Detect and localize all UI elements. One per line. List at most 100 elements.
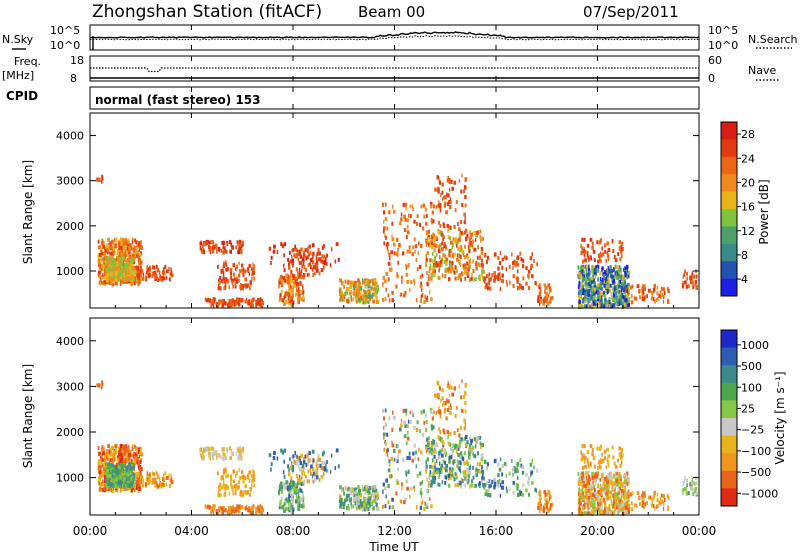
power-cell xyxy=(148,273,151,278)
velocity-cell xyxy=(292,480,295,485)
power-cell xyxy=(584,292,588,297)
power-cell xyxy=(404,290,407,295)
power-cell xyxy=(126,248,129,253)
power-cell xyxy=(98,245,100,250)
velocity-cell xyxy=(352,498,356,503)
velocity-cell xyxy=(405,479,409,484)
velocity-cell xyxy=(470,449,474,454)
power-cell xyxy=(226,279,230,284)
power-cell xyxy=(291,258,295,263)
velocity-cell xyxy=(465,477,468,482)
power-cell xyxy=(114,257,116,262)
velocity-cell xyxy=(593,488,596,493)
velocity-cell xyxy=(366,498,369,503)
velocity-cell xyxy=(118,463,121,468)
velocity-cell xyxy=(431,458,434,463)
power-cell xyxy=(549,299,552,304)
power-cell xyxy=(598,303,601,308)
power-cell xyxy=(418,241,420,246)
power-cell xyxy=(543,283,547,288)
velocity-cell xyxy=(499,493,502,498)
velocity-cell xyxy=(122,444,125,449)
power-cell xyxy=(123,270,126,275)
power-cell xyxy=(461,248,463,253)
power-cell xyxy=(468,259,471,264)
power-cell xyxy=(434,264,436,269)
velocity-cell xyxy=(307,453,309,458)
power-cell xyxy=(297,300,300,305)
power-cell xyxy=(240,286,243,291)
velocity-cell xyxy=(627,489,630,494)
velocity-cell xyxy=(97,465,100,470)
velocity-cell xyxy=(239,449,241,454)
velocity-cell xyxy=(347,503,350,508)
velocity-cell xyxy=(501,480,504,485)
power-cell xyxy=(129,257,131,262)
power-cell xyxy=(132,277,135,282)
velocity-cell xyxy=(309,471,312,476)
velocity-cell xyxy=(235,483,238,488)
velocity-cell xyxy=(376,494,380,499)
power-cell xyxy=(302,273,306,278)
velocity-cell xyxy=(591,471,594,476)
power-cell xyxy=(165,275,168,280)
power-cell xyxy=(291,294,294,299)
power-cell xyxy=(111,262,114,267)
power-cell xyxy=(253,264,256,269)
power-cell xyxy=(425,263,428,268)
power-cell xyxy=(119,262,122,267)
power-cell xyxy=(460,230,463,235)
velocity-cell xyxy=(101,481,105,486)
velocity-cell xyxy=(316,458,319,463)
power-cell xyxy=(255,299,257,304)
velocity-cell xyxy=(110,447,112,452)
power-cell xyxy=(445,245,448,250)
power-cell xyxy=(292,280,295,285)
velocity-cell xyxy=(407,430,409,435)
velocity-cell xyxy=(241,474,243,479)
velocity-cell xyxy=(347,493,350,498)
power-cell xyxy=(121,265,124,270)
power-cell xyxy=(122,280,124,285)
power-cell xyxy=(358,282,361,287)
velocity-cell xyxy=(116,488,119,493)
power-cell xyxy=(505,256,508,261)
velocity-cell xyxy=(384,486,387,491)
velocity-cell xyxy=(120,452,123,457)
velocity-cell xyxy=(472,475,475,480)
power-cell xyxy=(283,295,286,300)
power-cell xyxy=(127,258,129,263)
velocity-cell xyxy=(104,483,106,488)
power-cell xyxy=(231,278,235,283)
power-cell xyxy=(613,303,616,308)
power-cell xyxy=(208,298,211,303)
velocity-cell xyxy=(131,488,133,493)
velocity-cell xyxy=(253,470,256,475)
power-cell xyxy=(535,282,537,287)
velocity-cell xyxy=(294,483,297,488)
power-cell xyxy=(586,243,590,248)
power-cell xyxy=(107,237,110,242)
velocity-cell xyxy=(223,452,226,457)
power-cell xyxy=(583,294,587,299)
velocity-cell xyxy=(287,496,291,501)
power-cell xyxy=(501,273,504,278)
power-cell xyxy=(619,294,621,299)
velocity-cell xyxy=(607,472,610,477)
velocity-cell xyxy=(339,496,341,501)
velocity-cell xyxy=(117,478,120,483)
power-cell xyxy=(430,244,434,249)
power-cell xyxy=(302,295,305,300)
velocity-cell xyxy=(162,478,166,483)
velocity-cell xyxy=(403,500,406,505)
power-cell xyxy=(226,267,229,272)
power-cell xyxy=(242,286,245,291)
velocity-cell xyxy=(119,475,122,480)
velocity-cell xyxy=(445,463,448,468)
power-cell xyxy=(369,289,372,294)
power-cell xyxy=(101,245,104,250)
power-cell xyxy=(592,301,595,306)
power-cell xyxy=(413,281,416,286)
velocity-cell xyxy=(288,488,292,493)
power-cell xyxy=(354,283,357,288)
